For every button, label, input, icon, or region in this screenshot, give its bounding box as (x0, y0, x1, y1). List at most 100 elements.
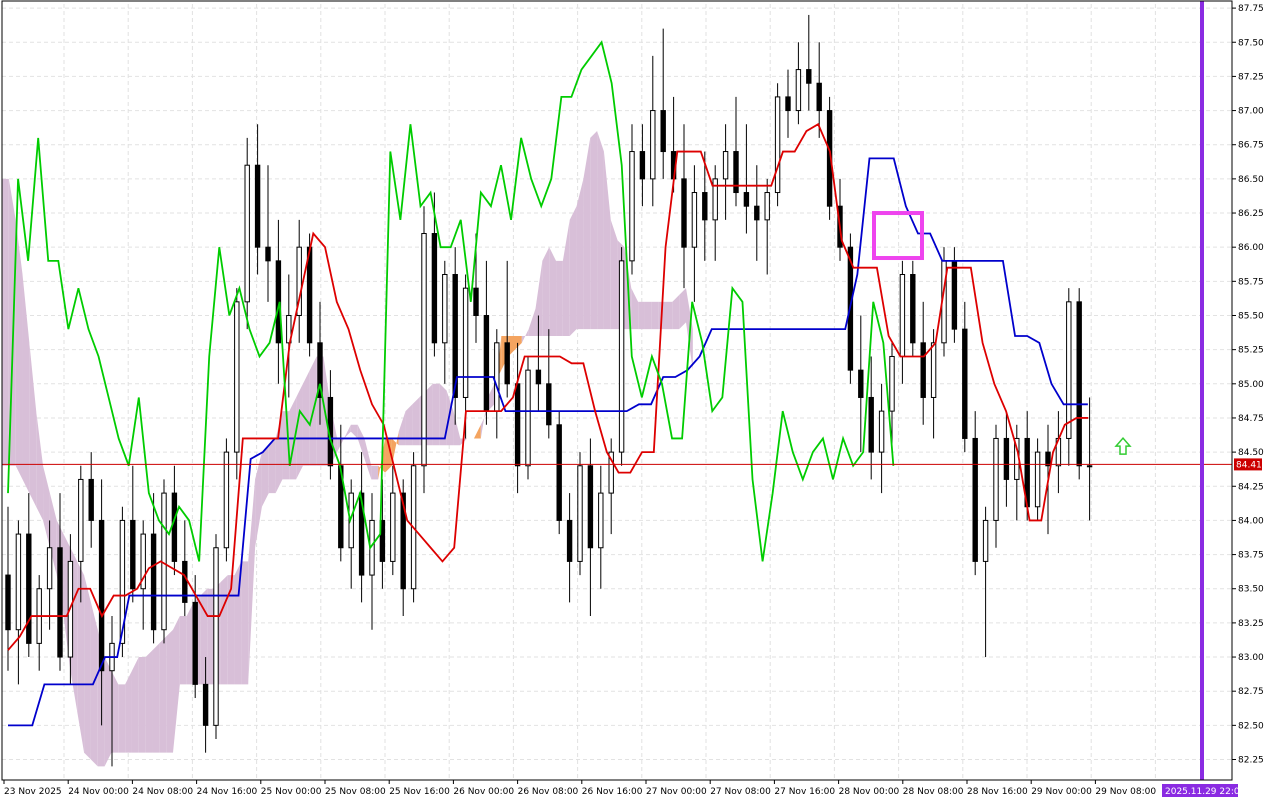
candle-bear (452, 274, 458, 398)
cloud-segment (152, 643, 160, 753)
cloud-segment (405, 404, 413, 446)
candle-bear (358, 492, 365, 576)
candle-bear (681, 178, 687, 248)
candle-bear (400, 492, 406, 590)
candle-bear (171, 492, 178, 562)
cloud-segment (665, 301, 673, 330)
cloud-segment (515, 335, 522, 350)
time-tick-label: 29 Nov 00:00 (1031, 787, 1092, 797)
candle-bull (722, 151, 729, 180)
candle-bull (213, 547, 219, 726)
cloud-segment (426, 383, 433, 446)
cloud-segment (337, 438, 344, 453)
cloud-segment (268, 438, 276, 494)
cloud-segment (22, 274, 30, 494)
candle-bull (286, 314, 292, 344)
time-tick-label: 25 Nov 08:00 (325, 787, 386, 797)
price-tick-label: 85.75 (1238, 277, 1264, 287)
candle-bear (1076, 301, 1082, 467)
highlight-box (872, 211, 924, 261)
price-tick-label: 83.50 (1238, 585, 1264, 595)
time-tick-label: 24 Nov 00:00 (68, 787, 129, 797)
cloud-segment (179, 616, 187, 685)
cloud-segment (590, 131, 598, 330)
cloud-segment (542, 247, 550, 336)
cloud-segment (49, 493, 57, 576)
cloud-segment (255, 452, 262, 548)
time-tick-label: 28 Nov 08:00 (903, 787, 964, 797)
cloud-segment (43, 465, 50, 548)
cloud-segment (159, 636, 167, 753)
cloud-segment (220, 575, 228, 685)
candle-bear (254, 164, 261, 248)
candle-bear (639, 151, 646, 180)
period-separator-label: 2025.11.29 22:00 (1165, 787, 1246, 797)
candle-bear (88, 478, 94, 521)
candle-bull (421, 233, 427, 467)
price-tick-label: 84.75 (1238, 414, 1264, 424)
cloud-segment (439, 383, 447, 446)
price-tick-label: 85.25 (1238, 346, 1264, 356)
cloud-segment (528, 308, 536, 336)
cloud-segment (248, 479, 256, 685)
candle-bull (390, 492, 396, 562)
cloud-segment (138, 657, 146, 753)
candle-bull (764, 192, 770, 221)
cloud-segment (638, 301, 645, 330)
price-tick-label: 83.00 (1238, 653, 1264, 663)
cloud-segment (631, 288, 639, 330)
candle-bull (296, 246, 302, 316)
candle-bear (858, 369, 864, 398)
candle-bear (826, 110, 833, 207)
price-tick-label: 84.25 (1238, 482, 1264, 492)
candle-bear (379, 519, 386, 562)
price-tick-label: 85.00 (1238, 380, 1264, 390)
cloud-segment (2, 178, 9, 466)
candle-bear (962, 328, 968, 439)
cloud-segment (261, 445, 269, 507)
candle-bear (202, 683, 209, 726)
cloud-segment (610, 219, 618, 330)
candle-bear (150, 533, 157, 631)
candle-bear (535, 369, 542, 385)
time-tick-label: 24 Nov 08:00 (132, 787, 193, 797)
price-tick-label: 86.50 (1238, 175, 1264, 185)
kijun-sen-line (8, 157, 1088, 727)
candle-bull (878, 410, 885, 453)
candle-bear (920, 342, 926, 398)
candle-bear (972, 437, 978, 562)
cloud-segment (302, 370, 310, 466)
candle-bull (993, 437, 999, 521)
cloud-segment (672, 295, 680, 330)
cloud-segment (145, 650, 153, 753)
time-tick-label: 26 Nov 00:00 (453, 787, 514, 797)
candle-bear (483, 314, 490, 412)
cloud-segment (186, 602, 194, 685)
time-tick-label: 24 Nov 16:00 (197, 787, 258, 797)
price-tick-label: 87.25 (1238, 72, 1264, 82)
cloud-segment (84, 575, 91, 760)
candle-bull (348, 492, 354, 549)
candle-bear (785, 96, 791, 112)
candle-bull (650, 110, 656, 180)
candle-bear (702, 192, 708, 221)
cloud-segment (15, 219, 23, 480)
candle-bull (795, 69, 802, 112)
candle-bull (462, 287, 469, 398)
cloud-segment (104, 657, 112, 767)
price-tick-label: 85.50 (1238, 311, 1264, 321)
cloud-segment (569, 206, 577, 336)
time-tick-label: 27 Nov 16:00 (774, 787, 835, 797)
time-tick-label: 26 Nov 16:00 (582, 787, 643, 797)
cloud-segment (29, 342, 37, 507)
candle-bear (504, 342, 510, 385)
cloud-segment (77, 561, 85, 753)
cloud-segment (207, 588, 215, 685)
candle-bull (234, 301, 240, 453)
candle-bull (618, 260, 625, 453)
cloud-segment (576, 178, 584, 330)
time-tick-label: 27 Nov 08:00 (710, 787, 771, 797)
time-tick-label: 25 Nov 00:00 (261, 787, 322, 797)
